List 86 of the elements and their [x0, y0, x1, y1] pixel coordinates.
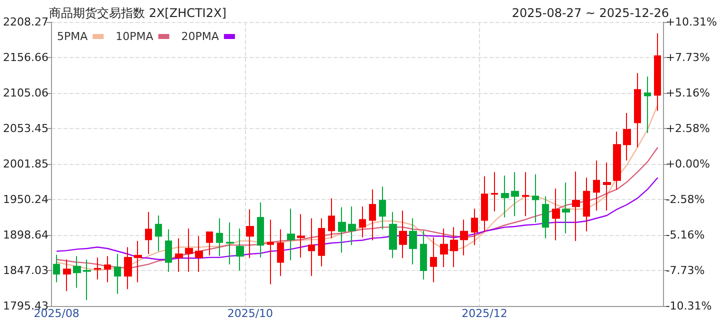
candlestick — [430, 237, 437, 283]
line-series — [56, 146, 658, 270]
candlestick — [165, 228, 172, 272]
candlestick — [552, 188, 560, 241]
candlestick — [613, 131, 621, 190]
candlestick — [124, 246, 132, 290]
candlestick — [267, 219, 274, 285]
x-tick-label: 2025/08 — [34, 307, 80, 320]
candlestick — [338, 206, 346, 254]
candlestick — [450, 226, 458, 268]
y2-tick-label: -5.16% — [666, 228, 705, 242]
y2-tick-label: -7.73% — [666, 264, 705, 277]
candlestick — [297, 214, 305, 258]
candlestick — [471, 208, 478, 246]
candlestick — [460, 219, 468, 256]
candlestick — [236, 228, 244, 272]
candlestick — [562, 182, 570, 234]
candlestick — [328, 198, 335, 239]
candlestick — [155, 214, 162, 252]
candlestick — [308, 218, 315, 277]
candlestick — [185, 228, 193, 272]
legend-label: 20PMA — [181, 30, 220, 43]
candlestick — [644, 76, 651, 134]
legend-label: 5PMA — [56, 30, 88, 43]
y2-tick-label: +5.16% — [666, 86, 710, 100]
x-tick-label: 2025/12 — [462, 307, 508, 320]
y-tick-label: 2105.06 — [2, 86, 48, 100]
candlestick — [216, 218, 223, 257]
y2-tick-label: +7.73% — [666, 51, 710, 64]
candlestick — [206, 232, 213, 256]
candlestick — [145, 212, 152, 255]
candlestick — [593, 160, 600, 212]
candlestick — [287, 208, 295, 261]
y-tick-label: 1847.03 — [2, 264, 48, 278]
candlestick — [491, 172, 498, 212]
candlestick — [63, 259, 71, 292]
candlestick — [420, 230, 427, 280]
y-tick-label: 1950.24 — [2, 193, 48, 206]
candlestick — [440, 228, 448, 268]
candlestick — [623, 112, 631, 161]
candlestick — [83, 259, 91, 301]
candlestick — [318, 218, 325, 267]
candlestick — [114, 254, 121, 294]
y2-tick-label: -10.31% — [666, 300, 712, 312]
candlestick — [389, 212, 397, 259]
candlestick — [481, 176, 488, 232]
y-tick-label: 2208.27 — [2, 16, 48, 28]
y-tick-label: 2001.85 — [2, 158, 48, 170]
y-tick-label: 2156.66 — [2, 51, 48, 64]
candlestick — [226, 222, 234, 265]
candlestick — [246, 208, 254, 259]
candlestick — [53, 254, 60, 283]
candlestick — [542, 196, 549, 239]
y2-tick-label: +0.00% — [666, 158, 710, 170]
candlestick — [369, 188, 376, 241]
candlestick — [572, 170, 580, 242]
candlestick — [277, 228, 284, 277]
legend-label: 10PMA — [116, 30, 154, 43]
candlestick — [175, 238, 183, 272]
candlestick — [104, 256, 111, 283]
candlestick — [359, 206, 366, 238]
candlestick — [134, 240, 142, 283]
candlestick — [522, 172, 529, 217]
candlestick — [501, 175, 509, 218]
candlestick — [379, 186, 386, 230]
candlestick — [399, 210, 407, 259]
candlestick — [73, 256, 81, 288]
candlestick — [634, 72, 641, 148]
x-tick-label: 2025/10 — [227, 307, 274, 320]
candlestick — [654, 32, 661, 112]
y2-tick-label: +2.58% — [666, 122, 710, 135]
candlestick — [583, 177, 590, 232]
candlestick — [348, 206, 356, 246]
candlestick — [511, 172, 519, 217]
candlestick — [409, 218, 417, 265]
chart-title: 商品期货交易指数 2X[ZHCTI2X] — [49, 6, 226, 20]
candlestick — [532, 174, 539, 223]
y-tick-label: 2053.45 — [2, 122, 48, 136]
y2-tick-label: -2.58% — [666, 193, 705, 206]
line-series — [56, 104, 658, 272]
candlestick — [603, 162, 611, 212]
line-series — [56, 177, 658, 260]
candlestick — [94, 256, 101, 280]
candlestick — [257, 202, 264, 258]
candlestick — [195, 236, 203, 272]
y-tick-label: 1898.64 — [2, 228, 48, 242]
